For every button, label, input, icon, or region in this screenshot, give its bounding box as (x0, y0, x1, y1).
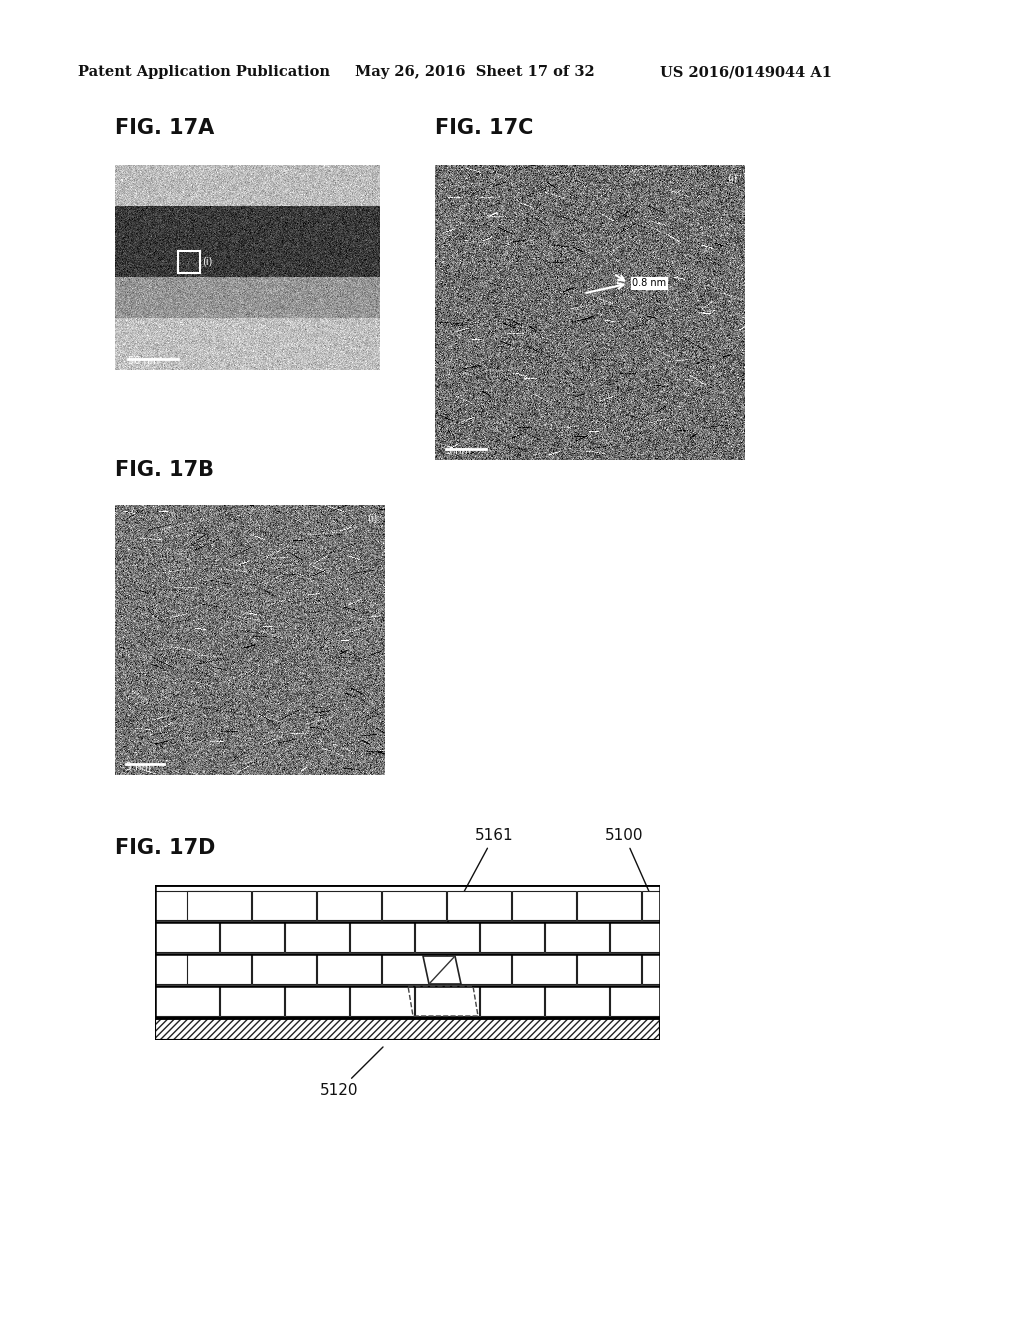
Text: 0.8 nm: 0.8 nm (633, 279, 667, 289)
Bar (610, 986, 660, 1016)
Text: (i): (i) (203, 256, 213, 267)
Bar (155, 986, 219, 1016)
Bar (317, 954, 381, 983)
Bar (642, 954, 660, 983)
Bar (480, 986, 544, 1016)
Bar (350, 921, 414, 952)
Text: FIG. 17C: FIG. 17C (435, 117, 534, 139)
Bar (155, 891, 219, 920)
Bar (577, 954, 641, 983)
Bar (382, 891, 446, 920)
Bar (285, 986, 349, 1016)
Bar (545, 921, 609, 952)
Bar (155, 1018, 660, 1040)
Text: FIG. 17B: FIG. 17B (115, 459, 214, 480)
Bar (512, 954, 575, 983)
Bar (447, 891, 511, 920)
Bar (642, 891, 660, 920)
Polygon shape (423, 956, 461, 983)
Bar (415, 921, 479, 952)
Bar (187, 891, 251, 920)
Text: Patent Application Publication: Patent Application Publication (78, 65, 330, 79)
Bar (512, 891, 575, 920)
Bar (155, 954, 219, 983)
Bar (187, 954, 251, 983)
Bar (577, 891, 641, 920)
Text: 5120: 5120 (319, 1047, 383, 1098)
Bar (480, 921, 544, 952)
Bar (610, 921, 660, 952)
Bar (317, 891, 381, 920)
Bar (252, 891, 316, 920)
Bar (252, 954, 316, 983)
Bar (447, 954, 511, 983)
Text: May 26, 2016  Sheet 17 of 32: May 26, 2016 Sheet 17 of 32 (355, 65, 595, 79)
Text: 3 nm: 3 nm (445, 446, 470, 457)
Text: 5161: 5161 (439, 828, 514, 937)
Bar (220, 921, 284, 952)
Bar (220, 986, 284, 1016)
Bar (545, 986, 609, 1016)
Bar (382, 954, 446, 983)
Text: (i): (i) (727, 173, 737, 183)
Text: 3 nm: 3 nm (126, 762, 151, 771)
Bar (285, 921, 349, 952)
Text: FIG. 17D: FIG. 17D (115, 838, 215, 858)
Text: 5100: 5100 (605, 828, 654, 903)
Text: US 2016/0149044 A1: US 2016/0149044 A1 (660, 65, 831, 79)
Text: 50 nm: 50 nm (128, 356, 159, 367)
Bar (415, 986, 479, 1016)
Text: (i): (i) (368, 513, 378, 524)
Bar (177, 251, 200, 272)
Bar (350, 986, 414, 1016)
Text: FIG. 17A: FIG. 17A (115, 117, 214, 139)
Bar (155, 921, 219, 952)
